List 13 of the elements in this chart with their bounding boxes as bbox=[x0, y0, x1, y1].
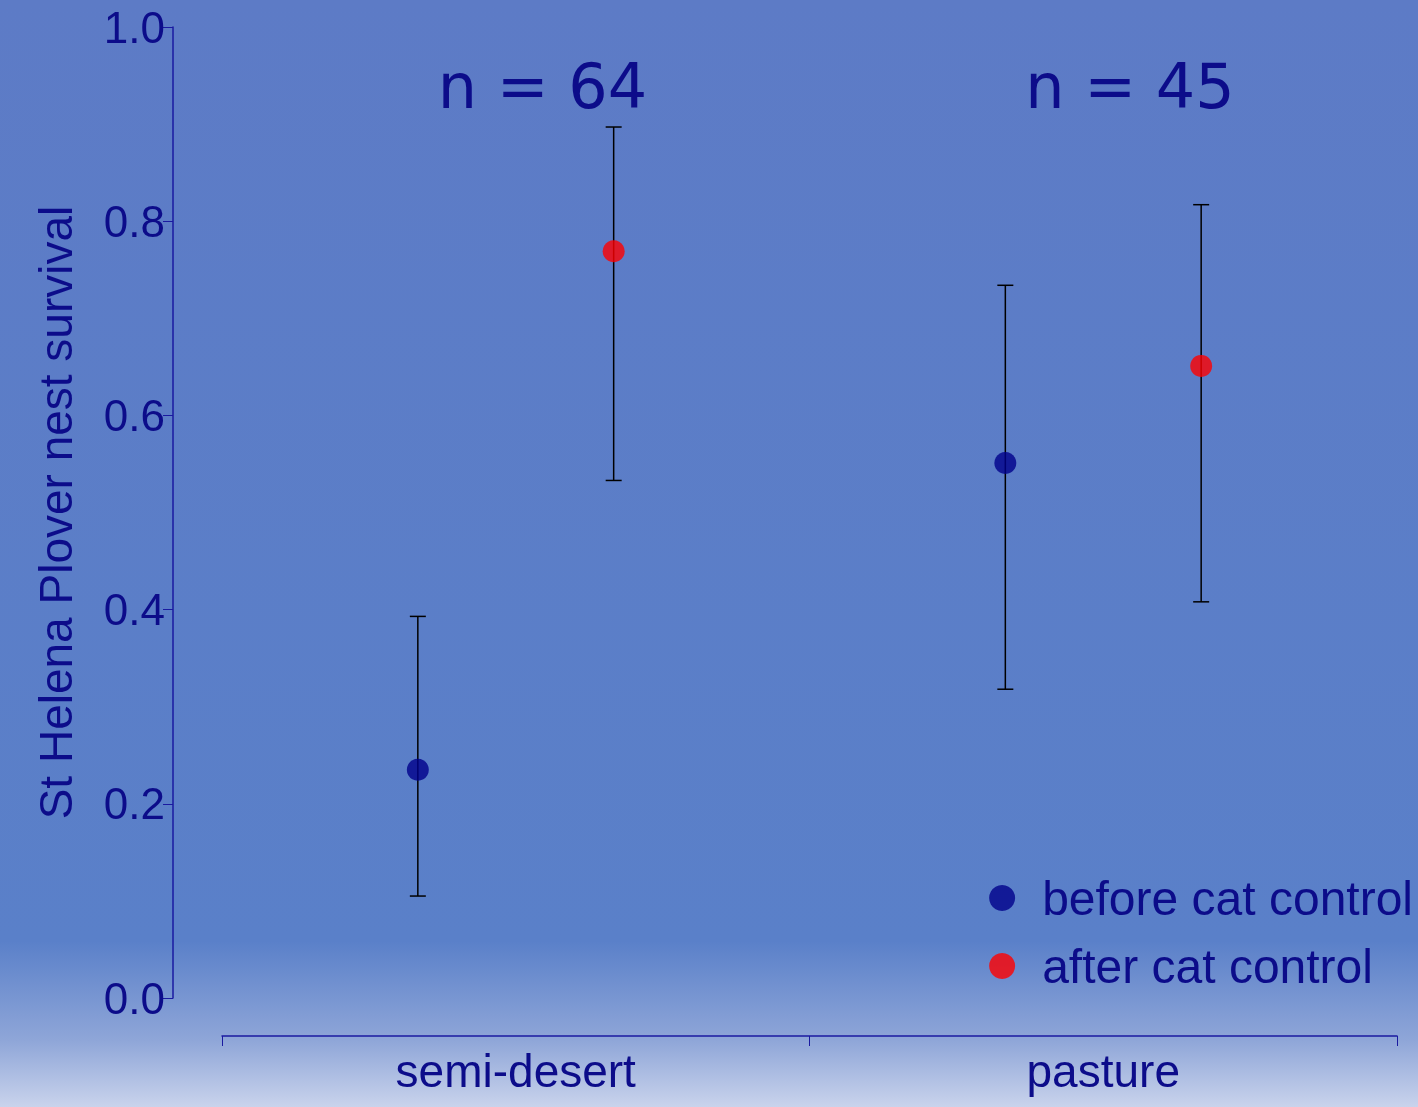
x-tick-label: semi-desert bbox=[395, 1045, 637, 1097]
x-tick-label: pasture bbox=[1026, 1045, 1180, 1097]
annotation: n = 64 bbox=[437, 49, 648, 123]
y-tick-label: 0.6 bbox=[103, 390, 165, 440]
y-tick-label: 0.0 bbox=[103, 973, 165, 1023]
annotation: n = 45 bbox=[1025, 49, 1235, 123]
y-tick-label: 0.2 bbox=[103, 779, 165, 829]
y-tick-label: 0.8 bbox=[103, 196, 165, 246]
y-tick-label: 0.4 bbox=[103, 585, 165, 635]
y-axis-title: St Helena Plover nest survival bbox=[30, 205, 82, 820]
legend-label: before cat control bbox=[1042, 871, 1413, 925]
legend-label: after cat control bbox=[1042, 939, 1373, 993]
y-tick-label: 1.0 bbox=[103, 2, 165, 52]
